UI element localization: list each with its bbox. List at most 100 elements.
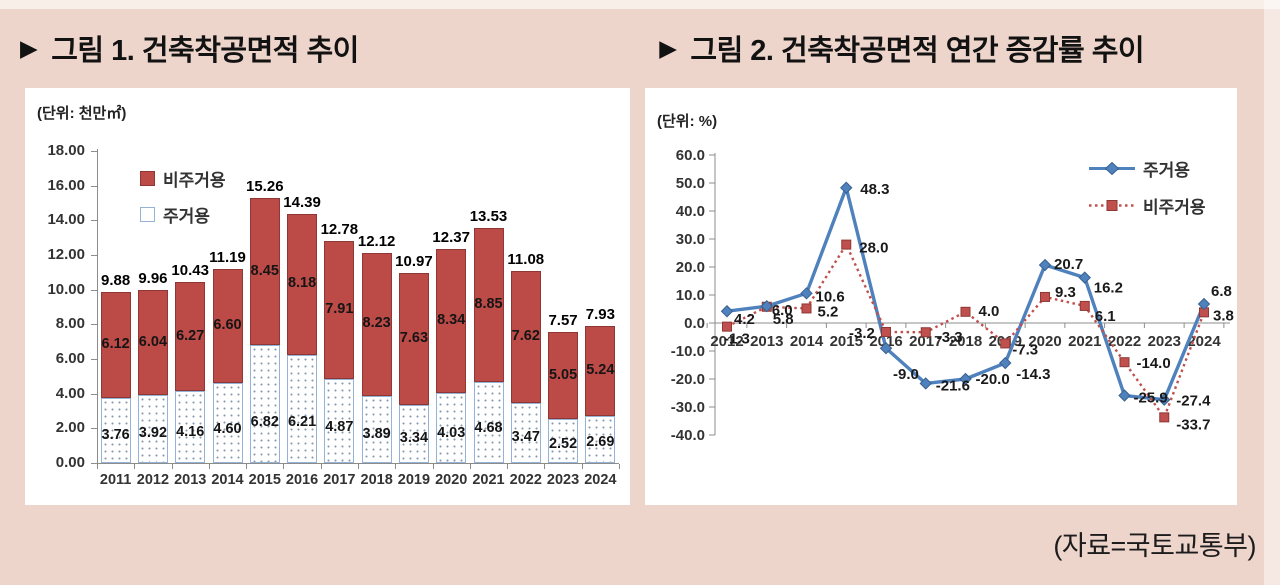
bar-segment-nonresidential bbox=[473, 228, 504, 382]
y-axis-label: 50.0 bbox=[676, 175, 705, 192]
bar-segment-residential bbox=[473, 381, 504, 463]
marker-diamond-res bbox=[879, 341, 893, 355]
x-axis-label: 2024 bbox=[584, 472, 617, 488]
bar-total-label: 11.08 bbox=[507, 250, 545, 268]
bar-segment-nonresidential bbox=[510, 270, 541, 403]
y-axis-label: 40.0 bbox=[676, 203, 705, 220]
data-label-nonres: 28.0 bbox=[859, 240, 888, 257]
fig2-legend-res: 주거용 bbox=[1089, 156, 1206, 181]
data-label-res: 48.3 bbox=[860, 181, 889, 198]
bar-segment-residential bbox=[287, 355, 318, 463]
y-axis-label: -30.0 bbox=[671, 399, 705, 416]
x-axis-tick bbox=[97, 464, 98, 469]
y-axis-label: 20.0 bbox=[676, 259, 705, 276]
bar-total-label: 9.96 bbox=[138, 270, 168, 288]
x-axis-label: 2022 bbox=[509, 472, 542, 488]
marker-square-nonres bbox=[841, 239, 852, 250]
bar-value-nonres: 8.18 bbox=[287, 275, 317, 292]
marker-square-nonres bbox=[1040, 291, 1050, 302]
y-axis-tick bbox=[91, 428, 97, 430]
y-axis-label: 16.00 bbox=[47, 176, 85, 194]
marker-diamond-res bbox=[919, 377, 932, 390]
y-axis-tick bbox=[91, 393, 97, 395]
bar-total-label: 12.78 bbox=[320, 221, 359, 239]
data-label-res: -25.9 bbox=[1134, 390, 1168, 407]
legend-swatch-nonres-icon bbox=[140, 171, 155, 186]
bar-total-label: 10.97 bbox=[395, 252, 433, 270]
marker-square-nonres bbox=[881, 326, 891, 337]
data-label-res: -14.3 bbox=[1016, 366, 1050, 383]
x-axis-label: 2018 bbox=[949, 333, 982, 350]
y-axis-label: 0.0 bbox=[684, 315, 705, 332]
x-axis-label: 2019 bbox=[397, 472, 431, 488]
y-axis-label: 60.0 bbox=[676, 147, 705, 164]
x-axis-label: 2020 bbox=[435, 472, 468, 488]
y-axis-tick bbox=[91, 220, 97, 222]
bar-total-label: 7.57 bbox=[548, 311, 578, 329]
data-label-nonres: 6.1 bbox=[1095, 308, 1116, 325]
fig1-legend: 비주거용 주거용 bbox=[140, 166, 226, 227]
marker-square-nonres bbox=[1000, 338, 1011, 349]
y-axis-label: -10.0 bbox=[671, 343, 705, 360]
data-label-res: 16.2 bbox=[1094, 280, 1123, 297]
bar-total-label: 14.39 bbox=[283, 193, 321, 211]
y-axis-tick bbox=[91, 255, 97, 256]
bar-segment-nonresidential bbox=[212, 268, 243, 384]
marker-square-nonres bbox=[1079, 300, 1090, 311]
x-axis-label: 2012 bbox=[136, 472, 170, 488]
fig1-panel: (단위: 천만㎡) 0.00 2.00 4.00 6.00 8.00 10.00 12.00… bbox=[25, 88, 630, 505]
fig2-legend: 주거용 비주거용 bbox=[1089, 156, 1206, 218]
data-label-nonres: 9.3 bbox=[1055, 284, 1076, 301]
bar-value-nonres: 5.24 bbox=[586, 361, 615, 378]
bar-total-label: 10.43 bbox=[171, 262, 209, 280]
bar-value-nonres: 8.45 bbox=[250, 262, 279, 279]
bar-segment-residential bbox=[100, 397, 131, 463]
y-axis-label: 30.0 bbox=[676, 231, 705, 248]
x-axis-tick bbox=[581, 464, 583, 469]
marker-square-nonres bbox=[722, 321, 732, 332]
fig1-legend-nonres: 비주거용 bbox=[140, 166, 226, 191]
x-axis-tick bbox=[432, 464, 434, 469]
bullet-icon: ▶ bbox=[20, 34, 38, 61]
y-axis-label: 18.00 bbox=[47, 142, 85, 159]
bar-segment-residential bbox=[212, 383, 243, 463]
marker-diamond-res bbox=[959, 372, 972, 386]
fig2-line-chart: -40.0 -30.0 -20.0 -10.0 0.0 10.0 20.0 30.0 40.0 5… bbox=[671, 147, 1234, 444]
x-axis-tick bbox=[171, 464, 173, 469]
bar-segment-residential bbox=[548, 419, 579, 463]
bullet-icon: ▶ bbox=[659, 34, 677, 61]
fig2-legend-res-label: 주거용 bbox=[1143, 161, 1190, 180]
x-axis-label: 2014 bbox=[211, 472, 244, 488]
x-axis-tick bbox=[469, 464, 471, 469]
data-label-nonres: -3.2 bbox=[849, 325, 875, 342]
marker-diamond-res bbox=[1118, 389, 1131, 402]
legend-swatch-res-icon bbox=[140, 207, 155, 222]
fig2-title: ▶ 그림 2. 건축착공면적 연간 증감률 추이 bbox=[647, 9, 1280, 87]
x-axis-tick bbox=[283, 464, 285, 469]
data-label-res: 6.8 bbox=[1211, 283, 1232, 300]
x-axis-tick bbox=[320, 464, 322, 469]
data-label-nonres: -1.3 bbox=[724, 331, 750, 348]
fig2-panel: (단위: %) -40.0 -30.0 -20.0 -10.0 0.0 10.0 20.0 3… bbox=[645, 88, 1237, 505]
bar-segment-nonresidential bbox=[361, 252, 392, 396]
bar-segment-nonresidential bbox=[548, 331, 579, 420]
bar-segment-nonresidential bbox=[137, 290, 168, 396]
data-label-res: 10.6 bbox=[816, 288, 845, 305]
x-axis-tick bbox=[246, 464, 248, 469]
x-axis-tick bbox=[208, 464, 210, 469]
marker-diamond-res bbox=[999, 356, 1012, 370]
x-axis-label: 2015 bbox=[248, 472, 281, 488]
marker-diamond-res bbox=[720, 305, 734, 318]
x-axis-line bbox=[97, 463, 619, 464]
bar-segment-residential bbox=[436, 393, 467, 463]
x-axis-tick bbox=[544, 464, 546, 469]
x-axis-label: 2013 bbox=[174, 472, 207, 488]
x-axis-tick bbox=[619, 464, 620, 469]
x-axis-label: 2023 bbox=[546, 472, 580, 488]
bar-segment-residential bbox=[175, 390, 206, 463]
data-label-nonres: 4.0 bbox=[979, 303, 1000, 320]
y-axis-tick bbox=[91, 151, 97, 152]
marker-square-nonres bbox=[1119, 357, 1130, 368]
y-axis-tick bbox=[91, 359, 97, 360]
